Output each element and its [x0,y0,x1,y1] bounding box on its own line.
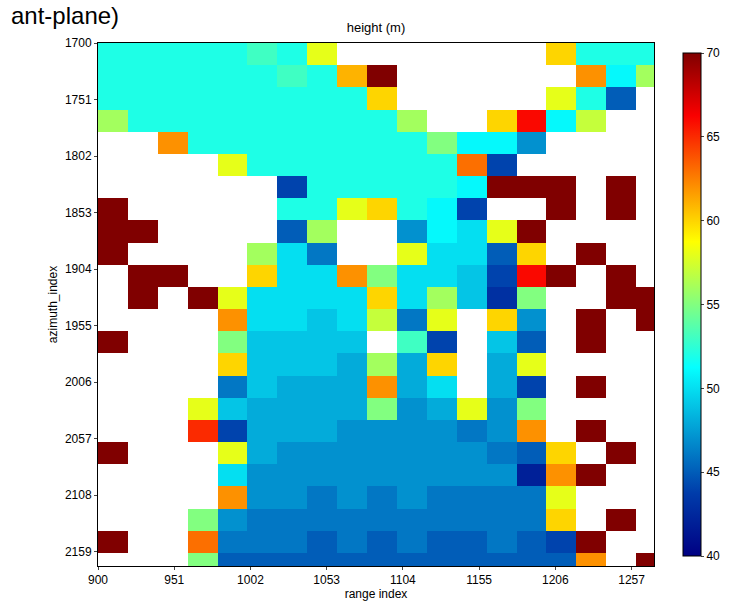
svg-text:1206: 1206 [542,573,569,587]
svg-text:1802: 1802 [65,149,92,163]
svg-text:1700: 1700 [65,36,92,50]
svg-text:range index: range index [345,587,408,601]
svg-text:1155: 1155 [466,573,492,587]
svg-text:1751: 1751 [65,93,92,107]
svg-text:1053: 1053 [313,573,340,587]
svg-text:2159: 2159 [65,545,92,559]
svg-text:1904: 1904 [65,262,92,276]
svg-text:900: 900 [88,573,108,587]
svg-text:2108: 2108 [65,488,92,502]
svg-text:1002: 1002 [237,573,264,587]
svg-text:70: 70 [706,46,720,60]
svg-text:951: 951 [164,573,184,587]
svg-text:40: 40 [706,549,720,563]
svg-text:45: 45 [706,465,720,479]
svg-text:1104: 1104 [390,573,416,587]
svg-text:1257: 1257 [618,573,645,587]
svg-text:60: 60 [706,214,720,228]
svg-text:ant-plane): ant-plane) [11,2,119,29]
svg-text:2057: 2057 [65,432,92,446]
svg-text:2006: 2006 [65,375,92,389]
svg-text:azimuth_index: azimuth_index [46,266,60,343]
svg-text:55: 55 [706,298,720,312]
svg-text:1853: 1853 [65,206,92,220]
svg-text:65: 65 [706,130,720,144]
svg-text:height (m): height (m) [347,20,406,35]
svg-text:1955: 1955 [65,319,92,333]
svg-text:50: 50 [706,382,720,396]
